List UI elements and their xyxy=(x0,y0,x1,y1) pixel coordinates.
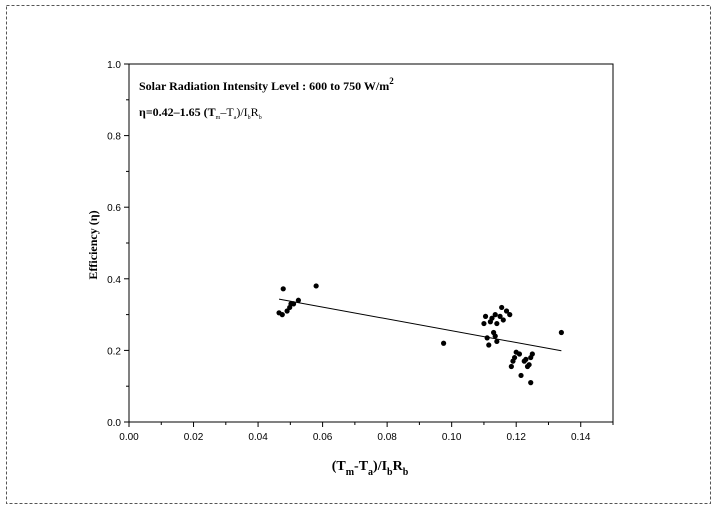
data-point xyxy=(313,283,319,289)
data-point xyxy=(494,338,500,345)
data-points xyxy=(276,283,564,386)
annotation-sup: 2 xyxy=(389,76,394,86)
data-point xyxy=(503,308,510,314)
x-tick-label: 0.00 xyxy=(119,432,139,443)
data-point xyxy=(508,363,514,370)
y-tick-label: 1.0 xyxy=(107,60,121,71)
x-axis-ticks: 0.00 0.02 0.04 0.06 0.08 0.10 0.12 0.14 xyxy=(119,422,614,443)
linear-fit-line xyxy=(278,298,562,352)
data-point xyxy=(558,329,564,336)
y-tick-label: 0.0 xyxy=(107,418,121,429)
fit-line-layer xyxy=(278,298,562,352)
data-point xyxy=(529,351,535,357)
data-point xyxy=(499,304,505,311)
data-point xyxy=(482,313,489,319)
y-axis-ticks: 0.0 0.2 0.4 0.6 0.8 1.0 xyxy=(107,60,129,429)
x-tick-label: 0.14 xyxy=(571,432,591,443)
data-point xyxy=(494,320,500,327)
data-point xyxy=(511,354,518,361)
data-point xyxy=(523,356,529,362)
data-point xyxy=(489,315,495,321)
data-point xyxy=(526,362,532,368)
x-tick-label: 0.06 xyxy=(313,432,333,443)
y-tick-label: 0.8 xyxy=(107,132,121,143)
x-tick-label: 0.02 xyxy=(184,432,204,443)
x-tick-label: 0.04 xyxy=(248,432,268,443)
x-tick-label: 0.10 xyxy=(442,432,462,443)
x-tick-label: 0.08 xyxy=(377,432,397,443)
data-point xyxy=(492,312,498,318)
x-axis-label: (Tm-Ta)/IbRb xyxy=(332,459,409,478)
data-point xyxy=(516,351,523,357)
data-point xyxy=(500,317,506,323)
data-point xyxy=(280,286,286,292)
data-point xyxy=(481,320,487,327)
data-point xyxy=(284,308,290,314)
x-tick-label: 0.12 xyxy=(506,432,526,443)
y-tick-label: 0.2 xyxy=(107,346,121,357)
data-point xyxy=(518,372,524,379)
data-point xyxy=(497,313,503,319)
data-point xyxy=(507,312,513,318)
data-point xyxy=(279,312,285,318)
data-point xyxy=(528,380,534,386)
data-point xyxy=(290,301,297,307)
data-point xyxy=(295,297,301,303)
annotation-intensity-level: Solar Radiation Intensity Level : 600 to… xyxy=(139,76,394,93)
data-point xyxy=(441,340,447,346)
y-tick-label: 0.6 xyxy=(107,203,121,214)
outer-dashed-border xyxy=(6,5,711,504)
y-tick-label: 0.4 xyxy=(107,275,121,286)
data-point xyxy=(484,335,490,341)
data-point xyxy=(486,342,492,348)
data-point xyxy=(492,333,498,339)
annotation-fit-equation: η=0.42–1.65 (Tm–Ta)/IbRb xyxy=(139,105,262,121)
y-axis-label: Efficiency (η) xyxy=(86,210,100,279)
